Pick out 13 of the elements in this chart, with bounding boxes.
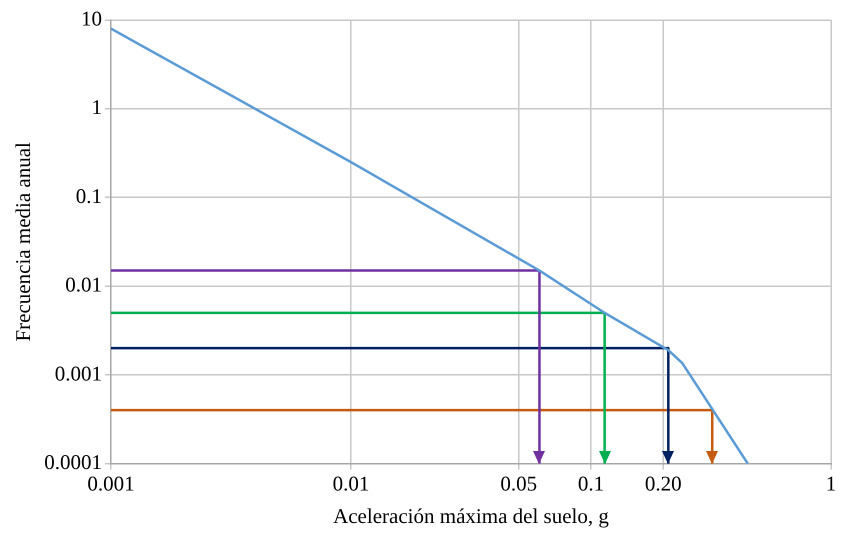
x-axis-title: Aceleración máxima del suelo, g [333, 504, 610, 528]
x-tick-label: 0.01 [332, 472, 370, 496]
y-tick-label: 1 [91, 95, 102, 120]
y-tick-label: 0.01 [65, 272, 102, 297]
x-tick-label: 0.20 [644, 472, 682, 496]
y-tick-label: 0.1 [76, 184, 102, 208]
y-tick-label: 0.0001 [44, 450, 102, 474]
x-tick-label: 1 [826, 472, 836, 496]
x-tick-label: 0.1 [578, 472, 604, 496]
x-tick-label: 0.05 [500, 472, 538, 496]
y-axis-title: Frecuencia media anual [11, 142, 36, 342]
y-tick-label: 10 [80, 6, 102, 31]
y-tick-label: 0.001 [54, 361, 102, 386]
